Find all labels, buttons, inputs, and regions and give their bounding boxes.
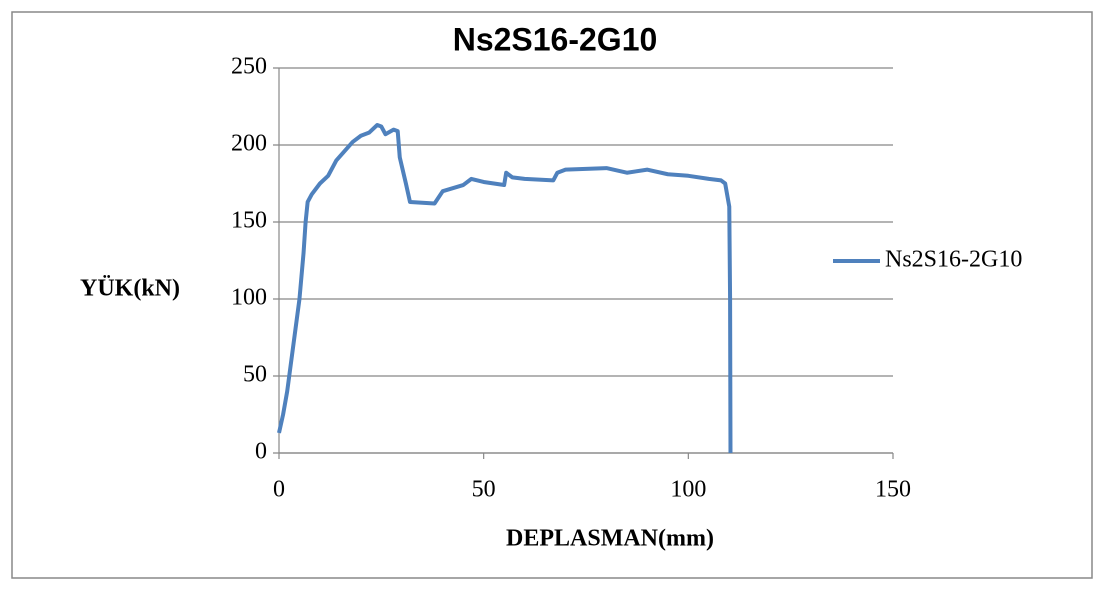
x-tick-label: 100 xyxy=(670,477,706,503)
chart-border xyxy=(11,11,1093,579)
y-tick-label: 150 xyxy=(231,208,267,234)
data-line xyxy=(277,122,733,454)
legend-label: Ns2S16-2G10 xyxy=(885,247,1022,273)
x-tick-label: 0 xyxy=(273,477,285,503)
y-axis-label: YÜK(kN) xyxy=(80,276,180,302)
x-tick-label: 150 xyxy=(875,477,911,503)
y-tick-label: 200 xyxy=(231,131,267,157)
y-tick-label: 50 xyxy=(243,362,267,388)
y-tick-label: 100 xyxy=(231,285,267,311)
y-tick-label: 0 xyxy=(255,439,267,465)
chart-title: Ns2S16-2G10 xyxy=(453,21,658,57)
x-axis-label: DEPLASMAN(mm) xyxy=(506,526,714,552)
y-tick-label: 250 xyxy=(231,54,267,80)
x-tick-label: 50 xyxy=(472,477,496,503)
